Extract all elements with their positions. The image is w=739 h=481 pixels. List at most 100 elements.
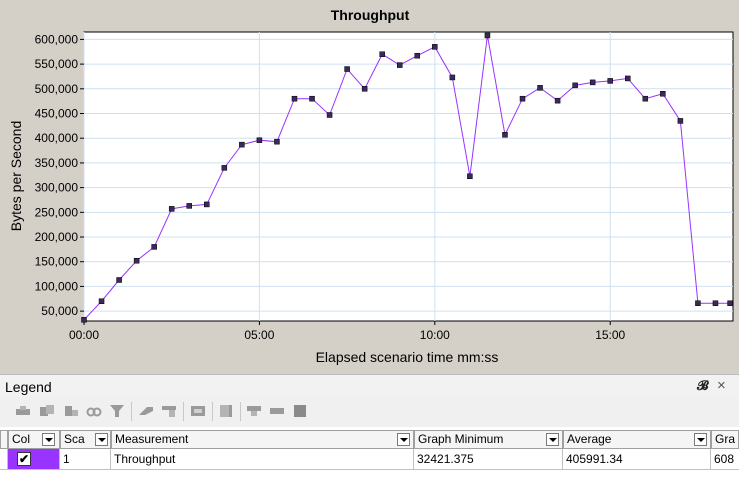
legend-table: Col Sca Measurement Graph Minimum Averag… [0,427,739,481]
data-point-marker[interactable] [327,112,332,117]
throughput-chart[interactable]: 600,000 550,000 500,000 450,000 400,000 350,0… [0,0,739,374]
properties-icon[interactable] [189,402,207,420]
data-point-marker[interactable] [274,139,279,144]
data-point-marker[interactable] [117,277,122,282]
y-tick-label: 200,000 [35,230,79,244]
x-axis-label: Elapsed scenario time mm:ss [316,349,499,365]
dropdown-arrow-icon[interactable] [694,433,707,446]
column-label: Col [12,431,30,448]
average-cell: 405991.34 [563,449,711,470]
data-point-marker[interactable] [573,83,578,88]
column-header-graph-maximum[interactable]: Gra [711,430,739,449]
data-point-marker[interactable] [625,76,630,81]
data-point-marker[interactable] [608,78,613,83]
pin-icon[interactable]: 𝓑 [697,378,708,394]
data-point-marker[interactable] [590,80,595,85]
column-label: Gra [715,431,735,448]
column-header-graph-minimum[interactable]: Graph Minimum [414,430,563,449]
scale-value: 1 [63,449,70,469]
x-tick-label: 15:00 [595,328,625,342]
data-point-marker[interactable] [257,138,262,143]
data-point-marker[interactable] [728,301,733,306]
graph-panel: 600,000 550,000 500,000 450,000 400,000 350,0… [0,0,739,374]
y-tick-label: 50,000 [41,304,78,318]
data-point-marker[interactable] [450,75,455,80]
data-point-marker[interactable] [292,96,297,101]
dropdown-arrow-icon[interactable] [42,433,55,446]
y-tick-label: 450,000 [35,107,79,121]
hide-graph-icon[interactable] [245,402,263,420]
data-point-marker[interactable] [345,67,350,72]
data-point-marker[interactable] [415,53,420,58]
data-point-marker[interactable] [310,96,315,101]
data-point-marker[interactable] [643,96,648,101]
data-point-marker[interactable] [520,96,525,101]
y-axis-label: Bytes per Second [8,121,24,232]
data-point-marker[interactable] [467,174,472,179]
data-point-marker[interactable] [538,85,543,90]
legend-toolbar [0,397,739,425]
column-label: Average [567,431,611,448]
x-tick-label: 00:00 [69,328,99,342]
y-tick-label: 350,000 [35,156,79,170]
data-point-marker[interactable] [380,52,385,57]
data-point-marker[interactable] [99,299,104,304]
average-value: 405991.34 [566,449,623,469]
legend-titlebar: Legend 𝓑 × [0,374,739,398]
data-point-marker[interactable] [695,301,700,306]
show-graph-icon[interactable] [268,402,286,420]
legend-title: Legend [5,379,52,395]
column-header-color[interactable]: Col [8,430,60,449]
data-point-marker[interactable] [362,86,367,91]
dropdown-arrow-icon[interactable] [546,433,559,446]
row-header-corner-icon[interactable] [0,430,8,449]
close-icon[interactable]: × [717,377,726,394]
graph-minimum-value: 32421.375 [417,449,474,469]
column-header-scale[interactable]: Sca [60,430,111,449]
export-icon[interactable] [217,402,235,420]
show-all-icon[interactable] [137,402,155,420]
measurement-cell: Throughput [111,449,414,470]
column-header-average[interactable]: Average [563,430,711,449]
y-tick-label: 500,000 [35,82,79,96]
filter-icon[interactable] [108,402,126,420]
y-tick-label: 300,000 [35,181,79,195]
data-point-marker[interactable] [555,98,560,103]
data-point-marker[interactable] [134,258,139,263]
data-point-marker[interactable] [204,202,209,207]
hide-icon[interactable] [160,402,178,420]
toolbar-separator [131,402,132,421]
data-point-marker[interactable] [660,91,665,96]
dropdown-arrow-icon[interactable] [95,433,108,446]
row-header[interactable] [0,449,8,470]
delete-icon[interactable] [291,402,309,420]
configure-measurement-icon[interactable] [62,402,80,420]
color-swatch[interactable]: ✔ [8,449,60,470]
legend-panel: Legend 𝓑 × Col Sca Measurement [0,374,739,481]
data-point-marker[interactable] [82,317,87,322]
data-point-marker[interactable] [169,206,174,211]
visibility-checkbox[interactable]: ✔ [17,452,31,466]
dropdown-arrow-icon[interactable] [397,433,410,446]
data-point-marker[interactable] [397,63,402,68]
column-header-measurement[interactable]: Measurement [111,430,414,449]
graph-maximum-value: 608 [714,449,734,469]
configure-all-icon[interactable] [38,402,56,420]
toolbar-separator [183,402,184,421]
data-point-marker[interactable] [502,132,507,137]
data-point-marker[interactable] [678,118,683,123]
link-icon[interactable] [85,402,103,420]
data-point-marker[interactable] [222,165,227,170]
data-point-marker[interactable] [485,33,490,38]
y-tick-label: 600,000 [35,32,79,46]
data-point-marker[interactable] [432,44,437,49]
data-point-marker[interactable] [152,244,157,249]
graph-minimum-cell: 32421.375 [414,449,563,470]
data-point-marker[interactable] [187,203,192,208]
x-tick-label: 10:00 [420,328,450,342]
data-point-marker[interactable] [239,142,244,147]
y-tick-label: 150,000 [35,255,79,269]
graph-maximum-cell: 608 [711,449,739,470]
data-point-marker[interactable] [713,301,718,306]
configure-icon[interactable] [14,402,32,420]
